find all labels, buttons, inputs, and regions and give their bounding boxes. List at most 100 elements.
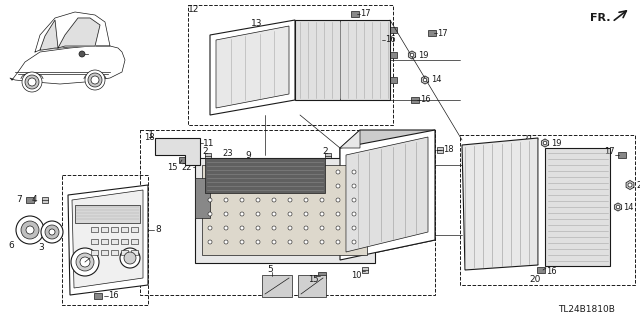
Circle shape <box>352 226 356 230</box>
Circle shape <box>288 170 292 174</box>
Polygon shape <box>626 181 634 189</box>
Circle shape <box>240 212 244 216</box>
Circle shape <box>208 170 212 174</box>
Circle shape <box>320 170 324 174</box>
Text: 16: 16 <box>108 292 118 300</box>
Bar <box>91 227 98 232</box>
Text: FR.: FR. <box>589 13 611 23</box>
Circle shape <box>628 183 632 187</box>
Bar <box>62 175 148 305</box>
Circle shape <box>120 248 140 268</box>
Text: 15: 15 <box>308 276 318 285</box>
Circle shape <box>320 212 324 216</box>
Circle shape <box>240 184 244 188</box>
Circle shape <box>352 184 356 188</box>
Polygon shape <box>216 26 289 108</box>
Circle shape <box>240 198 244 202</box>
Polygon shape <box>408 51 415 59</box>
Polygon shape <box>346 137 428 252</box>
Bar <box>202 165 367 255</box>
Polygon shape <box>35 12 110 52</box>
Text: 13: 13 <box>252 19 263 27</box>
Bar <box>545 148 610 266</box>
Text: 15: 15 <box>168 164 178 173</box>
Circle shape <box>240 240 244 244</box>
Bar <box>159 139 166 146</box>
Polygon shape <box>541 139 548 147</box>
Text: 5: 5 <box>267 265 273 275</box>
Circle shape <box>272 240 276 244</box>
Bar <box>94 293 102 299</box>
Circle shape <box>71 248 99 276</box>
Circle shape <box>256 184 260 188</box>
Bar <box>537 267 545 273</box>
Bar <box>188 5 393 125</box>
Circle shape <box>272 226 276 230</box>
Circle shape <box>208 212 212 216</box>
Bar <box>121 227 128 232</box>
Circle shape <box>336 212 340 216</box>
Text: 19: 19 <box>418 50 429 60</box>
Text: 3: 3 <box>38 242 44 251</box>
Text: 21: 21 <box>522 136 534 145</box>
Bar <box>376 37 384 43</box>
Circle shape <box>49 229 55 235</box>
Text: 2: 2 <box>322 147 328 157</box>
Bar <box>318 272 326 278</box>
Circle shape <box>304 184 308 188</box>
Text: 23: 23 <box>338 166 349 174</box>
Circle shape <box>208 184 212 188</box>
Circle shape <box>45 225 59 239</box>
Bar <box>460 135 635 285</box>
Bar <box>362 267 368 273</box>
Bar <box>411 97 419 103</box>
Circle shape <box>224 212 228 216</box>
Circle shape <box>208 240 212 244</box>
Text: 20: 20 <box>529 276 541 285</box>
Circle shape <box>26 226 34 234</box>
Circle shape <box>288 184 292 188</box>
Circle shape <box>272 170 276 174</box>
Bar <box>298 275 326 297</box>
Bar <box>131 250 138 255</box>
Text: 23: 23 <box>222 150 232 159</box>
Circle shape <box>41 221 63 243</box>
Bar <box>75 205 140 223</box>
Text: 7: 7 <box>16 196 22 204</box>
Bar <box>91 239 98 244</box>
Polygon shape <box>40 20 58 50</box>
Bar <box>389 52 397 58</box>
Circle shape <box>423 78 427 82</box>
Circle shape <box>288 226 292 230</box>
Bar <box>121 239 128 244</box>
Circle shape <box>272 212 276 216</box>
Circle shape <box>224 170 228 174</box>
Text: 24: 24 <box>636 181 640 189</box>
Bar <box>101 239 108 244</box>
Bar <box>91 250 98 255</box>
Text: 16: 16 <box>546 268 557 277</box>
Bar <box>618 152 626 158</box>
Text: 2: 2 <box>202 147 208 157</box>
Text: 4: 4 <box>31 196 37 204</box>
Text: 11: 11 <box>203 138 214 147</box>
Circle shape <box>304 226 308 230</box>
Circle shape <box>336 184 340 188</box>
Text: 1: 1 <box>148 130 154 140</box>
Circle shape <box>352 170 356 174</box>
Circle shape <box>224 184 228 188</box>
Circle shape <box>16 216 44 244</box>
Circle shape <box>85 70 105 90</box>
Bar <box>121 250 128 255</box>
Circle shape <box>288 198 292 202</box>
Circle shape <box>320 184 324 188</box>
Text: 17: 17 <box>437 28 447 38</box>
Bar <box>437 147 443 153</box>
Text: 16: 16 <box>420 95 431 105</box>
Bar <box>389 27 397 33</box>
Polygon shape <box>210 20 295 115</box>
Circle shape <box>208 198 212 202</box>
Circle shape <box>543 141 547 145</box>
Bar <box>205 153 211 159</box>
Polygon shape <box>340 130 360 148</box>
